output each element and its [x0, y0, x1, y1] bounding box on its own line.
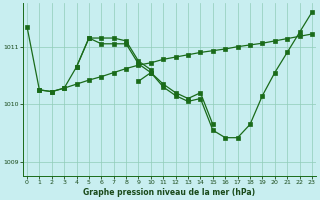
X-axis label: Graphe pression niveau de la mer (hPa): Graphe pression niveau de la mer (hPa) [84, 188, 256, 197]
